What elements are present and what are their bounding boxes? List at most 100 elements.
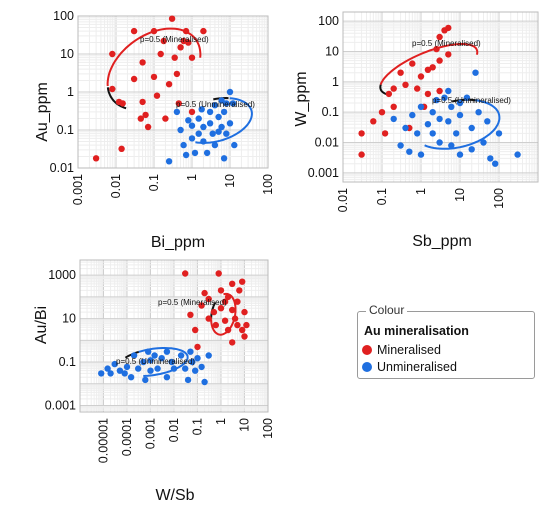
- unmineralised-point: [189, 358, 196, 366]
- unmineralised-point: [206, 108, 214, 116]
- mineralised-point: [198, 302, 205, 309]
- y-tick-label: 0.1: [322, 105, 339, 119]
- probability-contour: [379, 43, 479, 86]
- x-tick-label: 1: [214, 418, 228, 425]
- mineralised-point: [397, 69, 404, 76]
- mineralised-point: [358, 130, 365, 137]
- x-tick-label: 0.001: [71, 174, 85, 205]
- mineralised-point: [229, 280, 236, 287]
- unmineralised-point: [429, 130, 436, 137]
- unmineralised-point: [495, 130, 503, 137]
- unmineralised-point: [121, 370, 128, 377]
- mineralised-point: [142, 111, 149, 119]
- mineralised-point: [177, 44, 184, 51]
- mineralised-point: [182, 270, 189, 277]
- y-tick-label: 10: [60, 47, 74, 61]
- mineralised-point: [436, 57, 443, 64]
- unmineralised-point: [456, 151, 464, 158]
- unmineralised-point: [184, 376, 192, 384]
- unmineralised-point: [177, 352, 185, 359]
- mineralised-point: [165, 81, 173, 88]
- x-tick-label: 100: [261, 418, 275, 439]
- mineralised-point: [130, 75, 138, 83]
- x-axis-label: Sb_ppm: [412, 233, 472, 250]
- x-tick-label: 10: [453, 188, 467, 202]
- unmineralised-point: [456, 99, 464, 107]
- y-tick-label: 0.001: [308, 166, 339, 180]
- mineralised-point: [153, 92, 161, 99]
- mineralised-point: [239, 278, 246, 285]
- unmineralised-point: [170, 365, 178, 372]
- unmineralised-point: [198, 363, 205, 371]
- unmineralised-point: [165, 158, 173, 165]
- unmineralised-point: [220, 155, 228, 162]
- unmineralised-point: [147, 357, 154, 364]
- unmineralised-point: [211, 141, 219, 149]
- contour-annotation: p=0.5 (Unmineralised): [432, 96, 511, 105]
- mineralised-point: [201, 289, 208, 297]
- unmineralised-point: [472, 69, 479, 76]
- unmineralised-point: [154, 365, 161, 372]
- unmineralised-point: [187, 348, 194, 355]
- mineralised-point: [109, 85, 116, 93]
- unmineralised-point: [205, 352, 212, 359]
- legend-title: Colour: [366, 303, 408, 317]
- y-tick-label: 10: [325, 44, 339, 58]
- mineralised-point: [215, 270, 222, 277]
- unmineralised-point: [123, 363, 131, 371]
- unmineralised-point: [456, 111, 464, 119]
- mineralised-point: [414, 85, 421, 92]
- unmineralised-point: [163, 348, 171, 355]
- unmineralised-point: [195, 115, 202, 122]
- mineralised-point: [187, 311, 194, 318]
- unmineralised-point: [200, 138, 207, 145]
- probability-contour: [424, 99, 501, 150]
- unmineralised-point: [406, 148, 413, 155]
- mineralised-point: [221, 298, 229, 305]
- unmineralised-point: [445, 87, 452, 95]
- unmineralised-point: [180, 141, 187, 149]
- probability-contour: [106, 87, 127, 110]
- legend-label: Unmineralised: [377, 360, 457, 374]
- x-tick-label: 0.01: [109, 174, 123, 198]
- unmineralised-point: [135, 365, 142, 372]
- unmineralised-point: [201, 378, 208, 386]
- mineralised-point: [130, 27, 138, 35]
- unmineralised-point: [433, 96, 440, 104]
- unmineralised-point: [198, 106, 205, 113]
- unmineralised-point: [448, 142, 455, 149]
- unmineralised-point: [191, 149, 199, 157]
- plot-frame: [79, 259, 269, 413]
- mineralised-point: [212, 321, 219, 329]
- unmineralised-point: [147, 367, 154, 374]
- unmineralised-point: [397, 142, 404, 149]
- mineralised-point: [137, 115, 144, 122]
- unmineralised-point: [475, 109, 482, 116]
- mineralised-point: [445, 24, 452, 32]
- mineralised-point: [424, 90, 432, 98]
- y-tick-label: 100: [318, 14, 339, 28]
- unmineralised-point: [177, 126, 184, 134]
- unmineralised-point: [226, 120, 234, 127]
- x-tick-label: 0.001: [144, 418, 158, 449]
- unmineralised-point: [436, 139, 443, 146]
- y-tick-label: 0.001: [45, 398, 76, 412]
- mineralised-point: [370, 118, 377, 125]
- mineralised-point: [224, 326, 232, 334]
- mineralised-point: [119, 100, 126, 107]
- mineralised-point: [381, 130, 389, 137]
- x-tick-label: 100: [261, 174, 275, 195]
- mineralised-point: [157, 50, 164, 58]
- probability-contour: [210, 292, 237, 336]
- y-tick-label: 100: [53, 9, 74, 23]
- legend-item-mineralised[interactable]: Mineralised: [362, 343, 441, 357]
- mineralised-point: [445, 51, 452, 58]
- unmineralised-point: [104, 365, 111, 372]
- y-tick-label: 0.01: [315, 136, 339, 150]
- x-tick-label: 0.1: [191, 418, 205, 435]
- mineralised-point: [231, 315, 239, 322]
- mineralised-point: [229, 339, 236, 346]
- chart-panel-2: 100 10 1 0.1 0.01 0.001 0.01 0.1 1 10 100 Sb_ppm W_p…: [293, 11, 539, 250]
- legend-item-unmineralised[interactable]: Unmineralised: [362, 360, 457, 374]
